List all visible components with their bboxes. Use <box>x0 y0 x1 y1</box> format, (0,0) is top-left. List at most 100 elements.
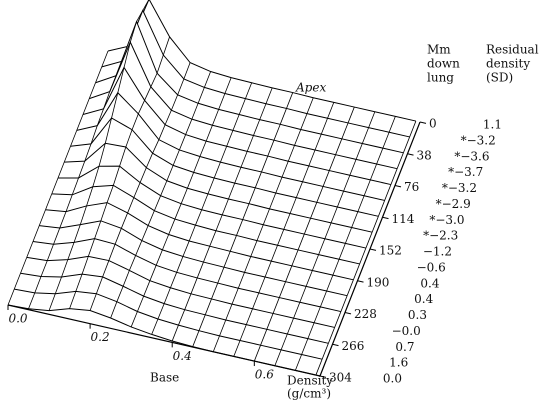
grid-line <box>88 82 96 99</box>
row-mask <box>89 42 398 169</box>
residual-title: Residual <box>486 43 539 57</box>
grid-line <box>277 229 285 246</box>
grid-line <box>213 161 221 179</box>
grid-line <box>335 138 343 155</box>
grid-line <box>100 202 108 221</box>
grid-line <box>225 303 233 321</box>
y-title: down <box>427 57 460 71</box>
grid-line <box>336 190 344 208</box>
grid-line <box>302 165 310 182</box>
grid-line <box>369 163 377 181</box>
grid-line <box>178 309 186 326</box>
grid-line <box>244 256 252 273</box>
density-curve <box>45 202 354 281</box>
grid-line <box>272 297 280 314</box>
grid-line <box>267 140 275 157</box>
grid-line <box>344 227 352 244</box>
grid-line <box>266 313 274 330</box>
grid-line <box>54 276 62 294</box>
grid-line <box>149 265 157 281</box>
grid-line <box>142 0 150 11</box>
grid-line <box>86 186 94 207</box>
grid-line <box>275 176 283 194</box>
grid-line <box>170 272 178 288</box>
grid-line <box>168 218 176 235</box>
grid-line <box>351 211 359 228</box>
grid-line <box>133 182 141 198</box>
grid-line <box>236 219 244 236</box>
grid-line <box>170 94 178 111</box>
grid-line <box>204 71 212 88</box>
grid-line <box>65 194 73 212</box>
grid-line <box>347 106 355 124</box>
grid-line <box>239 324 247 341</box>
grid-line <box>209 230 217 247</box>
residual-label: 1.6 <box>389 356 408 370</box>
grid-line <box>240 151 248 168</box>
grid-line <box>98 143 106 167</box>
grid-line <box>63 146 71 163</box>
y-tick-label: 152 <box>379 244 402 258</box>
grid-line <box>363 179 371 196</box>
grid-line <box>326 274 334 292</box>
y-tick <box>344 312 352 315</box>
grid-line <box>160 180 168 196</box>
density-curve <box>89 40 398 170</box>
residual-label: 0.0 <box>383 372 402 386</box>
grid-line <box>82 98 90 115</box>
grid-line <box>92 166 100 187</box>
residual-label: 0.3 <box>408 308 427 322</box>
y-tick <box>382 216 389 220</box>
grid-line <box>34 276 42 293</box>
grid-line <box>76 114 84 131</box>
y-tick <box>419 121 427 124</box>
grid-line <box>204 298 212 315</box>
density-curve <box>70 117 379 217</box>
grid-line <box>228 183 236 200</box>
grid-line <box>185 119 193 135</box>
residual-label: 0.7 <box>395 340 414 354</box>
residual-label: −0.0 <box>392 324 421 338</box>
residual-label: *−3.0 <box>429 213 464 227</box>
grid-line <box>318 238 326 255</box>
grid-line <box>254 171 262 188</box>
grid-line <box>143 280 151 297</box>
grid-line <box>368 111 376 128</box>
grid-line <box>203 246 211 263</box>
y-tick-label: 266 <box>342 339 365 353</box>
y-tick <box>394 185 402 188</box>
grid-line <box>81 256 89 275</box>
grid-line <box>320 118 328 135</box>
grid-line <box>371 216 379 233</box>
row-mask <box>51 185 360 264</box>
grid-line <box>131 113 139 130</box>
row-mask <box>58 166 366 249</box>
grid-line <box>307 322 315 339</box>
grid-line <box>87 238 95 257</box>
grid-line <box>152 139 160 154</box>
grid-line <box>198 314 206 331</box>
grid-line <box>330 206 338 223</box>
residual-label: −1.2 <box>423 245 452 259</box>
grid-line <box>217 267 225 284</box>
grid-line <box>102 260 110 278</box>
grid-line <box>361 127 369 144</box>
residual-title: (SD) <box>486 71 513 85</box>
grid-line <box>365 232 373 249</box>
grid-line <box>294 354 302 371</box>
grid-line <box>226 130 234 147</box>
residual-label: *−2.9 <box>436 197 471 211</box>
grid-line <box>245 308 253 325</box>
grid-line <box>237 272 245 289</box>
grid-line <box>215 214 223 231</box>
grid-line <box>104 117 112 144</box>
grid-line <box>270 245 278 262</box>
grid-line <box>151 318 159 335</box>
grid-line <box>384 184 392 201</box>
grid-line <box>297 233 305 251</box>
grid-line <box>120 212 128 229</box>
grid-line <box>349 159 357 176</box>
residual-label: *−3.6 <box>454 149 489 163</box>
grid-line <box>163 287 171 304</box>
